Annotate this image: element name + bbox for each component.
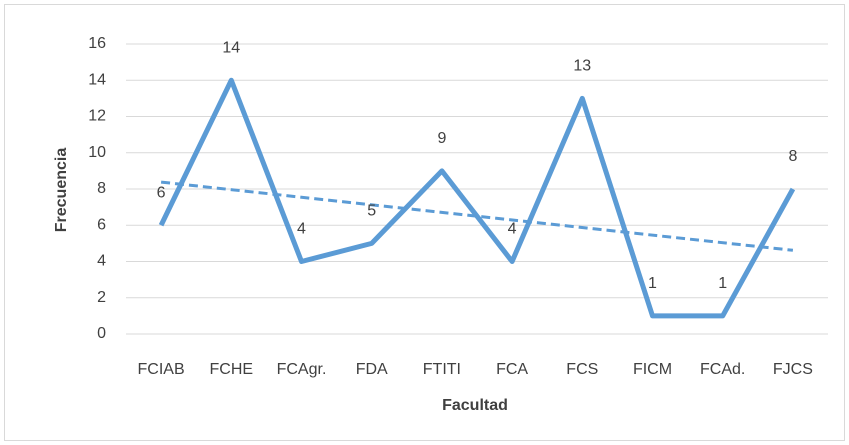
y-tick-label: 16	[88, 35, 106, 52]
x-tick-label: FCIAB	[138, 361, 185, 378]
x-tick-label: FICM	[633, 361, 672, 378]
chart-border	[4, 4, 845, 441]
x-tick-label: FJCS	[773, 361, 813, 378]
y-tick-label: 0	[97, 325, 106, 342]
data-line	[158, 77, 796, 319]
y-tick-label: 8	[97, 180, 106, 197]
data-label: 5	[367, 203, 376, 220]
data-label: 1	[718, 275, 727, 292]
y-tick-label: 12	[88, 108, 106, 125]
data-label: 13	[573, 58, 591, 75]
x-tick-label: FCHE	[210, 361, 254, 378]
data-label: 6	[157, 184, 166, 201]
x-tick-label: FCAgr.	[277, 361, 327, 378]
data-label: 4	[297, 221, 306, 238]
x-tick-label: FCA	[496, 361, 528, 378]
x-axis-title: Facultad	[442, 397, 508, 414]
x-tick-label: FDA	[356, 361, 388, 378]
y-tick-label: 10	[88, 144, 106, 161]
data-label: 1	[648, 275, 657, 292]
y-tick-label: 14	[88, 71, 106, 88]
y-tick-label: 4	[97, 253, 106, 270]
data-label: 4	[508, 221, 517, 238]
data-label: 9	[437, 130, 446, 147]
y-tick-label: 2	[97, 289, 106, 306]
y-axis-title: Frecuencia	[53, 148, 70, 233]
x-tick-label: FTITI	[423, 361, 461, 378]
trend-line	[160, 180, 794, 252]
data-label: 14	[222, 39, 240, 56]
x-tick-label: FCS	[566, 361, 598, 378]
x-tick-label: FCAd.	[700, 361, 745, 378]
y-tick-label: 6	[97, 216, 106, 233]
data-label: 8	[788, 148, 797, 165]
